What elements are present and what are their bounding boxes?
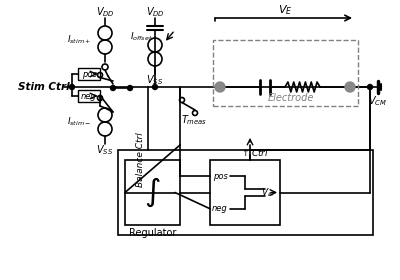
Bar (78, 68, 100, 80)
Text: $T_{meas}$: $T_{meas}$ (181, 113, 207, 127)
Circle shape (110, 85, 116, 90)
Text: $\int$: $\int$ (144, 176, 161, 209)
Text: $I_{stim+}$: $I_{stim+}$ (67, 34, 91, 46)
Text: $V_{CM}$: $V_{CM}$ (368, 94, 388, 108)
Text: $I_{stim-}$: $I_{stim-}$ (67, 116, 91, 128)
Text: $V_{in}$: $V_{in}$ (261, 186, 275, 199)
Circle shape (215, 82, 225, 92)
Text: $\uparrow Ctrl$: $\uparrow Ctrl$ (240, 146, 270, 158)
Text: pos: pos (82, 69, 96, 78)
Bar (210, 160, 280, 225)
Circle shape (368, 85, 372, 90)
Bar (125, 160, 180, 225)
Text: $I_{offset}$: $I_{offset}$ (130, 31, 153, 43)
Text: $V_E$: $V_E$ (278, 3, 292, 17)
Text: Stim Ctrl: Stim Ctrl (18, 82, 70, 92)
Text: Regulator: Regulator (129, 228, 176, 238)
Bar (118, 150, 373, 235)
Circle shape (345, 82, 355, 92)
Text: $V_{DD}$: $V_{DD}$ (96, 5, 114, 19)
Bar (213, 40, 358, 106)
Text: $V_{SS}$: $V_{SS}$ (96, 143, 114, 157)
Text: neg: neg (212, 204, 228, 213)
Text: $V_{DD}$: $V_{DD}$ (146, 5, 164, 19)
Text: neg: neg (81, 92, 97, 101)
Bar (78, 90, 100, 102)
Text: Electrode: Electrode (267, 93, 314, 103)
Circle shape (128, 85, 132, 90)
Circle shape (152, 85, 158, 90)
Text: Balance Ctrl: Balance Ctrl (136, 133, 144, 187)
Circle shape (70, 85, 74, 90)
Text: $V_{SS}$: $V_{SS}$ (146, 73, 164, 87)
Text: pos: pos (212, 172, 228, 181)
